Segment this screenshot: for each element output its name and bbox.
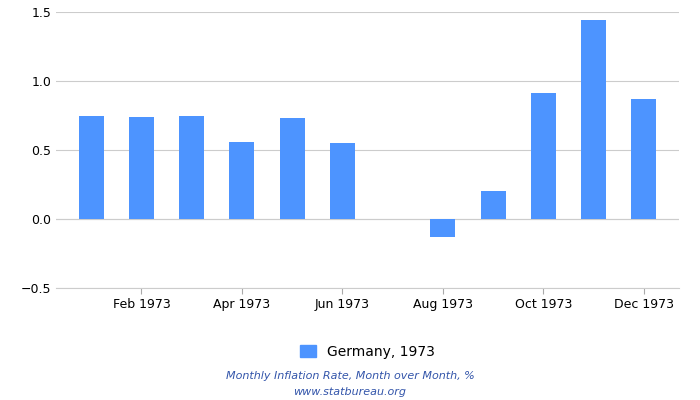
Bar [330, 143, 355, 219]
Bar [631, 99, 657, 219]
Bar [430, 219, 456, 237]
Bar [480, 192, 505, 219]
Text: www.statbureau.org: www.statbureau.org [293, 387, 407, 397]
Legend: Germany, 1973: Germany, 1973 [300, 345, 435, 359]
Bar [230, 142, 255, 219]
Bar [531, 94, 556, 219]
Bar [279, 118, 304, 219]
Bar [129, 117, 154, 219]
Bar [78, 116, 104, 219]
Bar [179, 116, 204, 219]
Bar [581, 20, 606, 219]
Text: Monthly Inflation Rate, Month over Month, %: Monthly Inflation Rate, Month over Month… [225, 371, 475, 381]
